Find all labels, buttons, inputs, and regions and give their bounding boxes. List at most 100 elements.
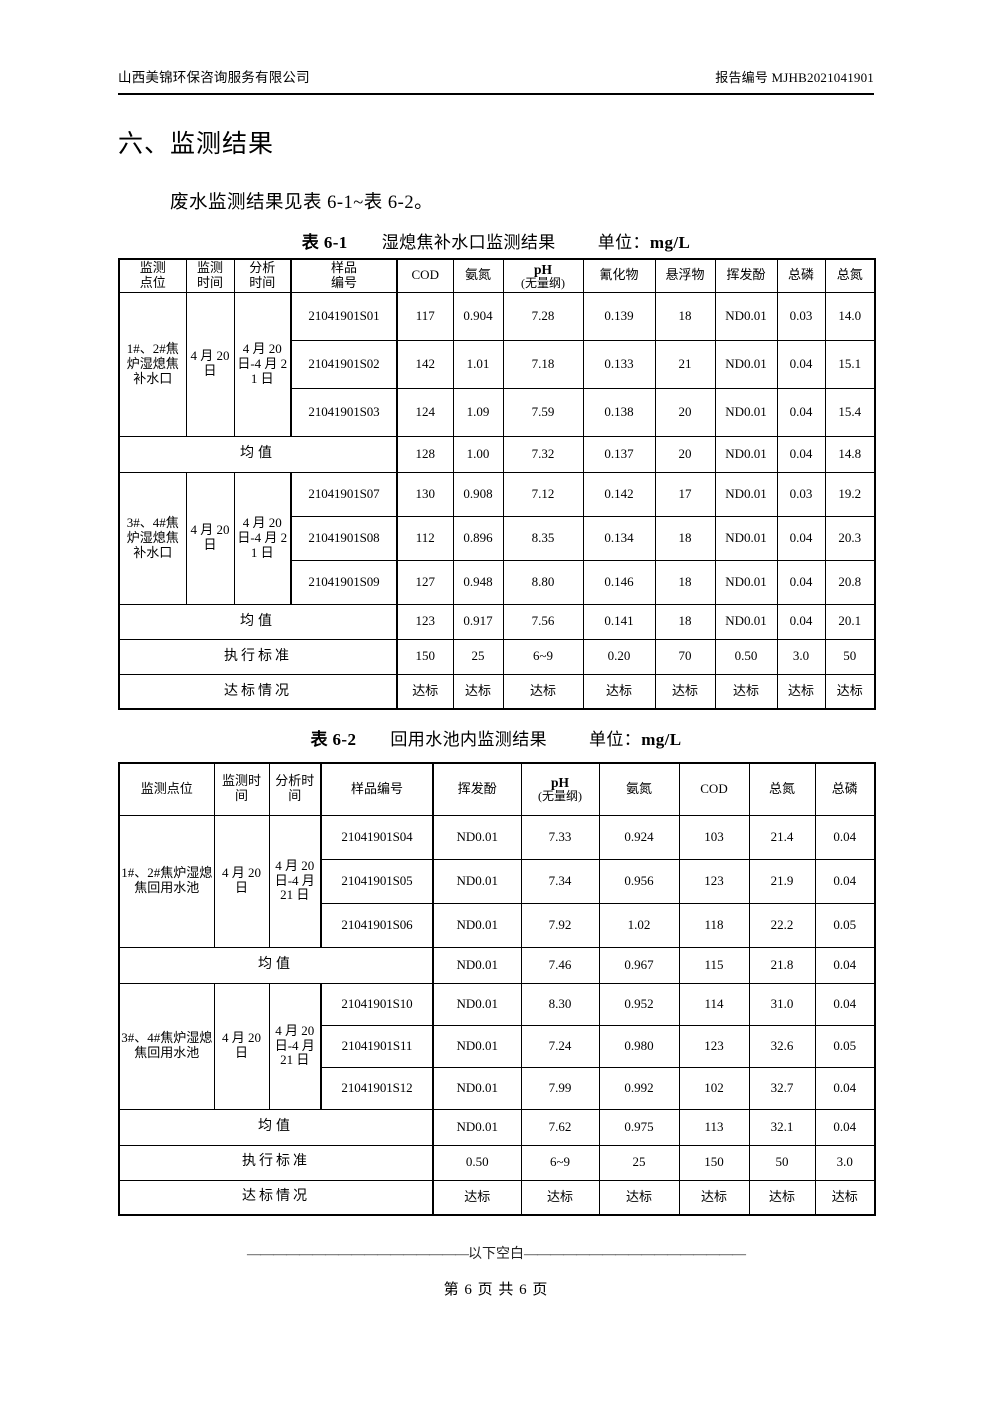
table-row: 3#、4#焦炉湿熄焦回用水池 4 月 20 日 4 月 20 日-4 月 21 …	[118, 982, 876, 1110]
cell-ph: 7.92	[520, 902, 600, 948]
cell-ammonia: 1.09	[452, 387, 504, 437]
cell-total-nitrogen: 15.1	[824, 339, 876, 389]
cell-volatile-phenol: ND0.01	[714, 435, 778, 473]
cell-volatile-phenol: 达标	[432, 1179, 522, 1216]
cell-volatile-phenol: 达标	[714, 673, 778, 711]
cell-sample-id: 21041901S09	[290, 559, 398, 605]
cell-total-phosphorus: 达标	[814, 1179, 876, 1216]
cell-cod: 123	[678, 858, 750, 904]
cell-volatile-phenol: ND0.01	[432, 946, 522, 984]
th-ammonia: 氨氮	[598, 762, 680, 816]
cell-ammonia: 达标	[598, 1179, 680, 1216]
cell-sample-id: 21041901S02	[290, 339, 398, 389]
cell-total-phosphorus: 达标	[776, 673, 826, 711]
cell-volatile-phenol: 0.50	[714, 638, 778, 675]
cell-volatile-phenol: ND0.01	[432, 1108, 522, 1146]
cell-mean-label: 均值	[118, 603, 398, 640]
cell-total-phosphorus: 0.04	[776, 387, 826, 437]
blank-label: 以下空白	[468, 1247, 524, 1262]
cell-cod: 115	[678, 946, 750, 984]
cell-monitor-time-group2: 4 月 20 日	[185, 471, 235, 605]
cell-total-phosphorus: 0.04	[814, 982, 876, 1026]
th-ph-main: pH	[533, 261, 552, 277]
table2-caption-unit: mg/L	[641, 730, 682, 749]
table-row-mean: 均值 123 0.917 7.56 0.141 18 ND0.01 0.04 2…	[118, 603, 876, 640]
th-total-nitrogen: 总氮	[824, 257, 876, 293]
cell-suspended-solids: 20	[654, 387, 716, 437]
table2-caption-label: 表 6-2	[310, 730, 357, 749]
table-row: 21041901S06 ND0.01 7.92 1.02 118 22.2 0.…	[119, 902, 876, 948]
table1-caption-unit: mg/L	[649, 233, 691, 252]
cell-point-group2: 3#、4#焦炉湿熄焦回用水池	[118, 982, 215, 1110]
cell-volatile-phenol: ND0.01	[714, 559, 778, 605]
cell-total-phosphorus: 0.04	[776, 339, 826, 389]
cell-volatile-phenol: 0.50	[432, 1144, 522, 1181]
table-row: 1#、2#焦炉湿熄焦回用水池 4 月 20 日 4 月 20 日-4 月 21 …	[118, 814, 876, 948]
cell-monitor-time-group1: 4 月 20 日	[213, 814, 270, 948]
th-ph: pH (无量纲)	[502, 257, 584, 293]
cell-total-phosphorus: 3.0	[776, 638, 826, 675]
cell-sample-id: 21041901S10	[320, 982, 434, 1026]
table1-caption: 表 6-1 湿熄焦补水口监测结果 单位：mg/L	[118, 228, 874, 253]
cell-ph: 7.56	[502, 603, 584, 640]
cell-cod: 102	[678, 1066, 750, 1110]
table-row-mean: 均值 ND0.01 7.62 0.975 113 32.1 0.04	[118, 1108, 876, 1146]
cell-ammonia: 0.917	[452, 603, 504, 640]
cell-total-phosphorus: 0.04	[814, 946, 876, 984]
table1-caption-unit-prefix: 单位：	[597, 233, 650, 252]
cell-standard-label: 执行标准	[118, 1144, 434, 1181]
cell-total-nitrogen: 22.2	[748, 902, 816, 948]
table-row: 21041901S03 124 1.09 7.59 0.138 20 ND0.0…	[119, 387, 876, 437]
cell-ph: 7.32	[502, 435, 584, 473]
table1-caption-title: 湿熄焦补水口监测结果	[381, 233, 556, 252]
cell-analysis-time-group1: 4 月 20 日-4 月 21 日	[268, 814, 322, 948]
company-name: 山西美锦环保咨询服务有限公司	[118, 70, 310, 85]
cell-total-phosphorus: 0.05	[814, 1024, 876, 1068]
cell-volatile-phenol: ND0.01	[432, 1066, 522, 1110]
cell-ammonia: 25	[598, 1144, 680, 1181]
table-row: 21041901S11 ND0.01 7.24 0.980 123 32.6 0…	[119, 1024, 876, 1068]
th-cyanide: 氰化物	[582, 257, 656, 293]
th-point: 监测点位	[118, 257, 187, 293]
cell-cod: 123	[678, 1024, 750, 1068]
cell-total-phosphorus: 0.04	[776, 515, 826, 561]
header-rule	[118, 93, 874, 95]
blank-dashes-right: —————————————————	[524, 1247, 746, 1262]
th-cod: COD	[396, 257, 454, 293]
cell-total-nitrogen: 达标	[748, 1179, 816, 1216]
table-row: 1#、2#焦炉湿熄焦补水口 4 月 20 日 4 月 20 日-4 月 21 日…	[118, 291, 876, 437]
cell-point-group1: 1#、2#焦炉湿熄焦回用水池	[118, 814, 215, 948]
cell-ph: 达标	[502, 673, 584, 711]
cell-point-group2: 3#、4#焦炉湿熄焦补水口	[118, 471, 187, 605]
cell-analysis-time-group2: 4 月 20 日-4 月 21 日	[233, 471, 292, 605]
cell-ammonia: 0.904	[452, 291, 504, 341]
table-row-standard: 执行标准 150 25 6~9 0.20 70 0.50 3.0 50	[118, 638, 876, 675]
th-total-phosphorus: 总磷	[776, 257, 826, 293]
cell-cod: 150	[678, 1144, 750, 1181]
cell-ammonia: 0.992	[598, 1066, 680, 1110]
cell-suspended-solids: 18	[654, 559, 716, 605]
th-total-phosphorus: 总磷	[814, 762, 876, 816]
cell-volatile-phenol: ND0.01	[714, 387, 778, 437]
table-row: 3#、4#焦炉湿熄焦补水口 4 月 20 日 4 月 20 日-4 月 21 日…	[118, 471, 876, 605]
cell-suspended-solids: 18	[654, 515, 716, 561]
cell-ph: 8.80	[502, 559, 584, 605]
cell-compliance-label: 达标情况	[118, 1179, 434, 1216]
cell-ph: 7.33	[520, 814, 600, 860]
cell-analysis-time-group1: 4 月 20 日-4 月 21 日	[233, 291, 292, 437]
cell-ammonia: 0.948	[452, 559, 504, 605]
blank-separator: —————————————————以下空白—————————————————	[155, 1243, 837, 1263]
cell-cyanide: 0.142	[582, 471, 656, 517]
cell-total-nitrogen: 14.8	[824, 435, 876, 473]
cell-cod: 112	[396, 515, 454, 561]
th-sample-id: 样品编号	[320, 762, 434, 816]
table-wastewater-makeup-water: 监测 点位 监测 时间 分析 时间 样品 编号 COD 氨氮 pH (无量纲) 氰化物 悬…	[118, 257, 876, 711]
cell-analysis-time-group2: 4 月 20 日-4 月 21 日	[268, 982, 322, 1110]
th-analysis-time: 分析时间	[268, 762, 322, 816]
cell-ammonia: 1.01	[452, 339, 504, 389]
cell-ph: 8.35	[502, 515, 584, 561]
cell-total-phosphorus: 3.0	[814, 1144, 876, 1181]
cell-point-group1: 1#、2#焦炉湿熄焦补水口	[118, 291, 187, 437]
cell-cod: 123	[396, 603, 454, 640]
